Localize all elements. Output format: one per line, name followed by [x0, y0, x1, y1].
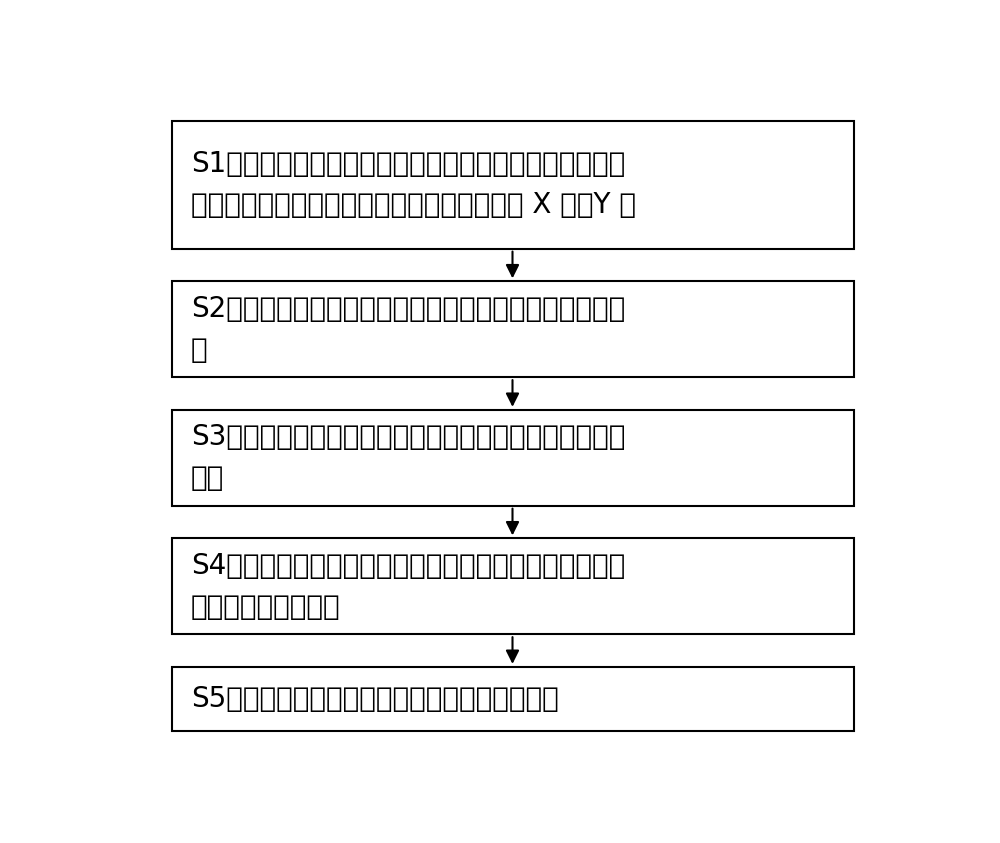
Text: S5：将叉车移动到补偿后的目标位置，放置托盘: S5：将叉车移动到补偿后的目标位置，放置托盘 [191, 685, 559, 713]
FancyBboxPatch shape [172, 538, 854, 634]
FancyBboxPatch shape [172, 410, 854, 506]
FancyBboxPatch shape [172, 667, 854, 731]
Text: S2：分别获取叉车本体到所叉取的托盘的左侧和右侧的距
离: S2：分别获取叉车本体到所叉取的托盘的左侧和右侧的距 离 [191, 294, 625, 364]
Text: S1：叉车的货叉叉取托盘后，获取托盘所要码垛到的目标
位置及目标航向角，目标位置包括目标高度及 X 值、Y 值: S1：叉车的货叉叉取托盘后，获取托盘所要码垛到的目标 位置及目标航向角，目标位置… [191, 150, 636, 219]
FancyBboxPatch shape [172, 282, 854, 378]
FancyBboxPatch shape [172, 121, 854, 249]
Text: S4：获取货叉的当前高度，并将货叉的高度调整到目标高
度的预设偏差范围内: S4：获取货叉的当前高度，并将货叉的高度调整到目标高 度的预设偏差范围内 [191, 551, 625, 620]
Text: S3：根据托盘的叉取状态，对货叉的航向及目标位置进行
补偿: S3：根据托盘的叉取状态，对货叉的航向及目标位置进行 补偿 [191, 423, 625, 492]
